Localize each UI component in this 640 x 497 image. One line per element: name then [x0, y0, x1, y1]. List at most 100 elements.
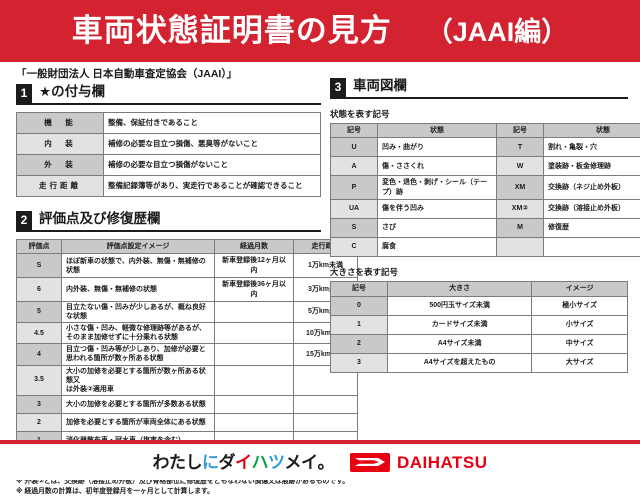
cell-symbol-left: U	[331, 138, 378, 157]
cell-months	[215, 344, 294, 365]
header-band: 車両状態証明書の見方 （JAAI編）	[0, 0, 640, 62]
cell-score: 3.5	[17, 365, 62, 395]
cell-size-image: 極小サイズ	[532, 296, 628, 315]
cell-months	[215, 365, 294, 395]
column-header-size-image: イメージ	[532, 282, 628, 296]
tagline-char: ツ	[268, 454, 285, 471]
cell-size-image: 大サイズ	[532, 353, 628, 372]
cell-condition-left: 変色・退色・剥げ・シール（テープ）跡	[378, 176, 497, 200]
table-row: 走行距離 整備記録簿等があり、実走行であることが確認できること	[17, 175, 321, 196]
cell-condition-right: 修復歴	[544, 219, 640, 238]
footnote-2: ※ 経過月数の計算は、初年度登録月を一ヶ月として計算します。	[16, 487, 321, 497]
tagline-char: イ	[301, 454, 318, 471]
cell-score: 4.5	[17, 323, 62, 344]
cell-months: 新車登録後12ヶ月以内	[215, 254, 294, 278]
cell-symbol-left: S	[331, 219, 378, 238]
page-title: 車両状態証明書の見方	[72, 15, 392, 46]
cell-size: A4サイズ未満	[387, 334, 531, 353]
cell-condition-left: 腐食	[378, 238, 497, 257]
cell-symbol-left: UA	[331, 200, 378, 219]
column-header-symbol-left: 記号	[331, 123, 378, 137]
size-table-caption: 大きさを表す記号	[330, 266, 628, 278]
tagline-char: ダ	[218, 454, 235, 471]
table-row: 外 装 補修の必要な目立つ損傷がないこと	[17, 154, 321, 175]
cell-image: 目立つ傷・凹み等が少しあり、加修が必要と思われる箇所が数ヶ所ある状態	[62, 344, 215, 365]
brand-tagline: わたしにダイハツメイ。	[152, 454, 334, 471]
column-header-score: 評価点	[17, 239, 62, 253]
column-header-condition-right: 状態	[544, 123, 640, 137]
page-title-suffix: （JAAI編）	[426, 19, 569, 46]
cell-score: 3	[17, 395, 62, 413]
cell-condition-right	[544, 238, 640, 257]
tagline-char: し	[185, 454, 202, 471]
column-header-image: 評価点設定イメージ	[62, 239, 215, 253]
cell-months	[215, 413, 294, 431]
cell-symbol-right: XM②	[497, 200, 544, 219]
row-text: 整備記録簿等があり、実走行であることが確認できること	[104, 175, 321, 196]
cell-image: 大小の加修を必要とする箇所が数ヶ所ある状態又は外装②適用車	[62, 365, 215, 395]
cell-size-symbol: 3	[331, 353, 388, 372]
cell-condition-left: 傷を伴う凹み	[378, 200, 497, 219]
table-header-row: 記号 大きさ イメージ	[331, 282, 628, 296]
cell-symbol-right: W	[497, 157, 544, 176]
column-header-size: 大きさ	[387, 282, 531, 296]
cell-months: 新車登録後36ヶ月以内	[215, 278, 294, 302]
row-label: 走行距離	[17, 175, 104, 196]
tagline-char: メ	[284, 454, 301, 471]
row-label: 機 能	[17, 112, 104, 133]
table-header-row: 評価点 評価点設定イメージ 経過月数 走行距離	[17, 239, 358, 253]
cell-score: 5	[17, 301, 62, 322]
cell-image: 加修を必要とする箇所が車両全体にある状態	[62, 413, 215, 431]
cell-months	[215, 323, 294, 344]
table-row: 機 能 整備、保証付きであること	[17, 112, 321, 133]
cell-condition-right: 交換跡（ネジ止め外板）	[544, 176, 640, 200]
cell-size-image: 中サイズ	[532, 334, 628, 353]
row-text: 補修の必要な目立つ損傷がないこと	[104, 154, 321, 175]
cell-symbol-left: A	[331, 157, 378, 176]
cell-score: 2	[17, 413, 62, 431]
document-page: 車両状態証明書の見方 （JAAI編） 「一般財団法人 日本自動車査定協会（JAA…	[0, 0, 640, 480]
association-line: 「一般財団法人 日本自動車査定協会（JAAI）」	[16, 66, 237, 81]
tagline-char: ハ	[251, 454, 268, 471]
tagline-char: 。	[317, 454, 334, 471]
tagline-char: た	[169, 454, 186, 471]
cell-size-image: 小サイズ	[532, 315, 628, 334]
footer-bar: わたしにダイハツメイ。 DAIHATSU	[0, 444, 640, 480]
section-number-3: 3	[330, 78, 346, 97]
tagline-char: わ	[152, 454, 169, 471]
table-row: 内 装 補修の必要な目立つ損傷、悪臭等がないこと	[17, 133, 321, 154]
cell-condition-right: 交換跡（溶接止め外板）	[544, 200, 640, 219]
cell-size-symbol: 1	[331, 315, 388, 334]
cell-size: 500円玉サイズ未満	[387, 296, 531, 315]
cell-image: 大小の加修を必要とする箇所が多数ある状態	[62, 395, 215, 413]
cell-size: A4サイズを超えたもの	[387, 353, 531, 372]
section-heading-2: 2 評価点及び修復歴欄	[16, 211, 321, 232]
cell-months	[215, 395, 294, 413]
section-title-3: 車両図欄	[346, 78, 407, 97]
row-text: 補修の必要な目立つ損傷、悪臭等がないこと	[104, 133, 321, 154]
section-title-2: 評価点及び修復歴欄	[32, 211, 161, 230]
cell-size-symbol: 2	[331, 334, 388, 353]
symbol-table-caption: 状態を表す記号	[330, 108, 628, 120]
column-header-symbol-right: 記号	[497, 123, 544, 137]
section-heading-3: 3 車両図欄	[330, 78, 628, 99]
cell-distance	[294, 395, 358, 413]
cell-score: 6	[17, 278, 62, 302]
column-header-condition-left: 状態	[378, 123, 497, 137]
cell-symbol-right: T	[497, 138, 544, 157]
brand-logo: DAIHATSU	[350, 453, 488, 472]
